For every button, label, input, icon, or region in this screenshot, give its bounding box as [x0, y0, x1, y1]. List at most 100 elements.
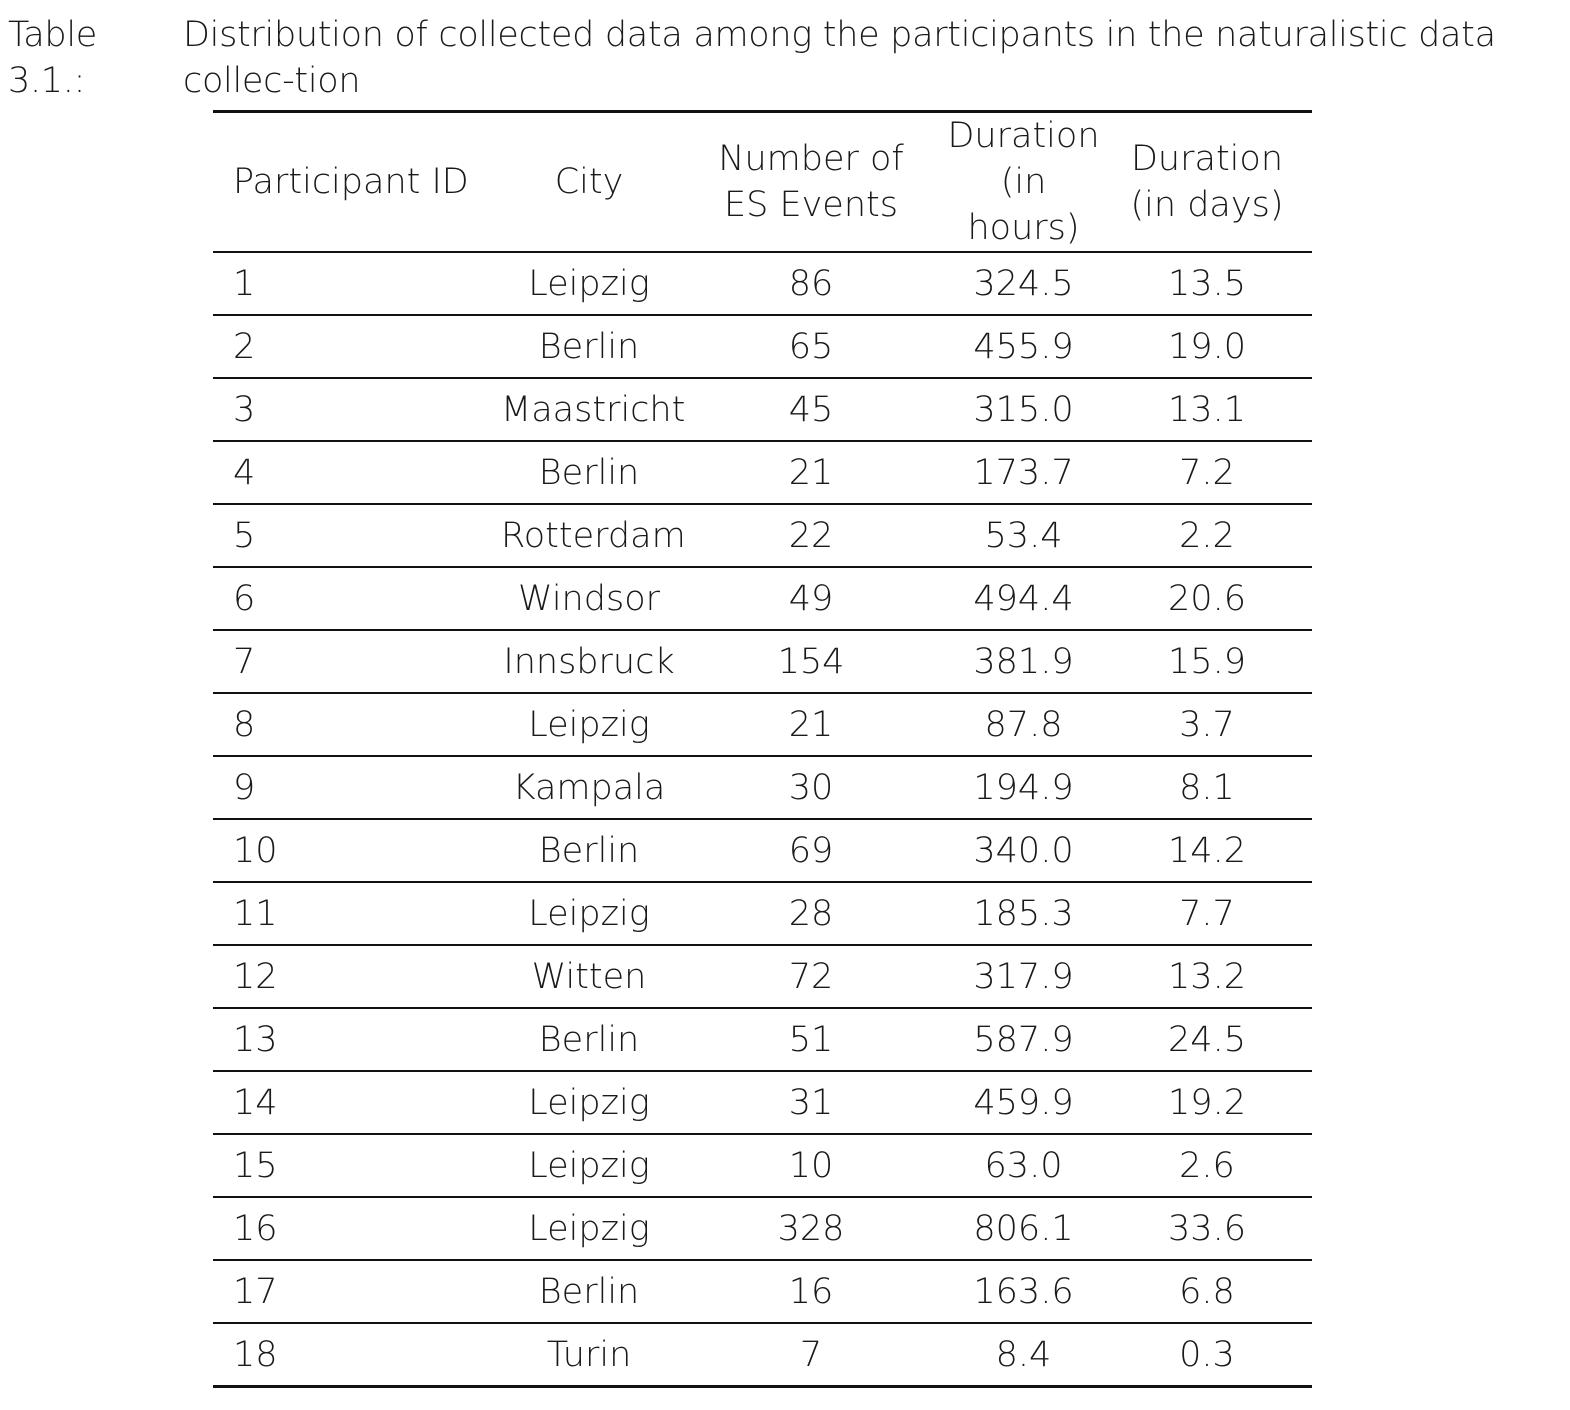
table-row: 12 Witten 72 317.9 13.2 [213, 945, 1312, 1009]
cell-es-events: 7 [677, 1323, 945, 1388]
table-row: 2 Berlin 65 455.9 19.0 [213, 315, 1312, 379]
cell-es-events: 45 [677, 378, 945, 442]
cell-duration-days: 19.2 [1102, 1071, 1312, 1135]
table-row: 3 Maastricht 45 315.0 13.1 [213, 378, 1312, 442]
cell-participant-id: 14 [213, 1071, 501, 1135]
table-header: Participant ID City Number of ES Events … [213, 110, 1312, 253]
header-duration-days-line2: (in days) [1130, 185, 1284, 225]
cell-duration-hours: 494.4 [945, 567, 1102, 631]
cell-city: Witten [501, 945, 677, 1009]
cell-city: Leipzig [501, 252, 677, 316]
cell-es-events: 86 [677, 252, 945, 316]
header-es-events: Number of ES Events [677, 110, 945, 253]
cell-es-events: 49 [677, 567, 945, 631]
cell-participant-id: 8 [213, 693, 501, 757]
cell-duration-days: 2.6 [1102, 1134, 1312, 1198]
cell-city: Berlin [501, 315, 677, 379]
cell-es-events: 10 [677, 1134, 945, 1198]
cell-city: Innsbruck [501, 630, 677, 694]
table-row: 11 Leipzig 28 185.3 7.7 [213, 882, 1312, 946]
cell-duration-hours: 340.0 [945, 819, 1102, 883]
cell-duration-hours: 185.3 [945, 882, 1102, 946]
cell-city: Maastricht [501, 378, 685, 442]
header-duration-days: Duration (in days) [1102, 110, 1312, 253]
cell-city: Berlin [501, 1008, 677, 1072]
table-row: 18 Turin 7 8.4 0.3 [213, 1323, 1312, 1388]
cell-duration-hours: 381.9 [945, 630, 1102, 694]
cell-city: Berlin [501, 819, 677, 883]
cell-duration-days: 0.3 [1102, 1323, 1312, 1388]
cell-participant-id: 5 [213, 504, 501, 568]
table-container: Participant ID City Number of ES Events … [213, 110, 1312, 1388]
cell-participant-id: 15 [213, 1134, 501, 1198]
cell-duration-days: 13.2 [1102, 945, 1312, 1009]
cell-duration-days: 20.6 [1102, 567, 1312, 631]
cell-participant-id: 17 [213, 1260, 501, 1324]
cell-participant-id: 4 [213, 441, 501, 505]
cell-es-events: 69 [677, 819, 945, 883]
cell-duration-hours: 459.9 [945, 1071, 1102, 1135]
cell-es-events: 21 [677, 441, 945, 505]
cell-participant-id: 2 [213, 315, 501, 379]
cell-duration-hours: 587.9 [945, 1008, 1102, 1072]
header-city: City [501, 110, 677, 253]
caption-label: Table 3.1.: [8, 15, 98, 101]
table-row: 14 Leipzig 31 459.9 19.2 [213, 1071, 1312, 1135]
cell-participant-id: 13 [213, 1008, 501, 1072]
table-row: 13 Berlin 51 587.9 24.5 [213, 1008, 1312, 1072]
cell-duration-hours: 8.4 [945, 1323, 1102, 1388]
cell-city: Windsor [501, 567, 677, 631]
cell-duration-hours: 324.5 [945, 252, 1102, 316]
cell-duration-days: 15.9 [1102, 630, 1312, 694]
cell-es-events: 28 [677, 882, 945, 946]
cell-duration-hours: 87.8 [945, 693, 1102, 757]
cell-duration-days: 24.5 [1102, 1008, 1312, 1072]
table-caption: Table 3.1.: Distribution of collected dat… [8, 12, 1558, 104]
cell-duration-days: 8.1 [1102, 756, 1312, 820]
header-duration-hours-line2: (in hours) [967, 162, 1080, 248]
cell-es-events: 65 [677, 315, 945, 379]
cell-duration-days: 14.2 [1102, 819, 1312, 883]
cell-duration-days: 13.1 [1102, 378, 1312, 442]
cell-duration-hours: 173.7 [945, 441, 1102, 505]
cell-duration-days: 19.0 [1102, 315, 1312, 379]
cell-city: Kampala [501, 756, 677, 820]
cell-participant-id: 3 [213, 378, 501, 442]
cell-es-events: 72 [677, 945, 945, 1009]
cell-city: Leipzig [501, 1071, 677, 1135]
cell-participant-id: 7 [213, 630, 501, 694]
table-row: 16 Leipzig 328 806.1 33.6 [213, 1197, 1312, 1261]
cell-city: Turin [501, 1323, 677, 1388]
header-duration-hours-line1: Duration [947, 116, 1100, 156]
cell-participant-id: 1 [213, 252, 501, 316]
cell-duration-hours: 806.1 [945, 1197, 1102, 1261]
header-row: Participant ID City Number of ES Events … [213, 110, 1312, 253]
cell-duration-hours: 317.9 [945, 945, 1102, 1009]
cell-participant-id: 10 [213, 819, 501, 883]
cell-es-events: 51 [677, 1008, 945, 1072]
cell-duration-hours: 163.6 [945, 1260, 1102, 1324]
cell-es-events: 154 [677, 630, 945, 694]
cell-city: Leipzig [501, 693, 677, 757]
cell-duration-days: 6.8 [1102, 1260, 1312, 1324]
cell-city: Leipzig [501, 1134, 677, 1198]
cell-participant-id: 12 [213, 945, 501, 1009]
cell-city: Leipzig [501, 1197, 677, 1261]
header-duration-days-line1: Duration [1130, 139, 1283, 179]
cell-es-events: 328 [677, 1197, 945, 1261]
cell-city: Berlin [501, 1260, 677, 1324]
cell-es-events: 30 [677, 756, 945, 820]
cell-duration-days: 7.2 [1102, 441, 1312, 505]
table-row: 6 Windsor 49 494.4 20.6 [213, 567, 1312, 631]
cell-duration-days: 7.7 [1102, 882, 1312, 946]
header-es-events-line1: Number of [718, 139, 904, 179]
cell-duration-hours: 53.4 [945, 504, 1102, 568]
cell-city: Rotterdam [501, 504, 686, 568]
cell-duration-days: 33.6 [1102, 1197, 1312, 1261]
table-row: 15 Leipzig 10 63.0 2.6 [213, 1134, 1312, 1198]
cell-duration-hours: 194.9 [945, 756, 1102, 820]
cell-participant-id: 11 [213, 882, 501, 946]
table-body: 1 Leipzig 86 324.5 13.5 2 Berlin 65 455.9 19.0 3 Ma… [213, 252, 1312, 1388]
table-row: 7 Innsbruck 154 381.9 15.9 [213, 630, 1312, 694]
cell-duration-days: 2.2 [1102, 504, 1312, 568]
